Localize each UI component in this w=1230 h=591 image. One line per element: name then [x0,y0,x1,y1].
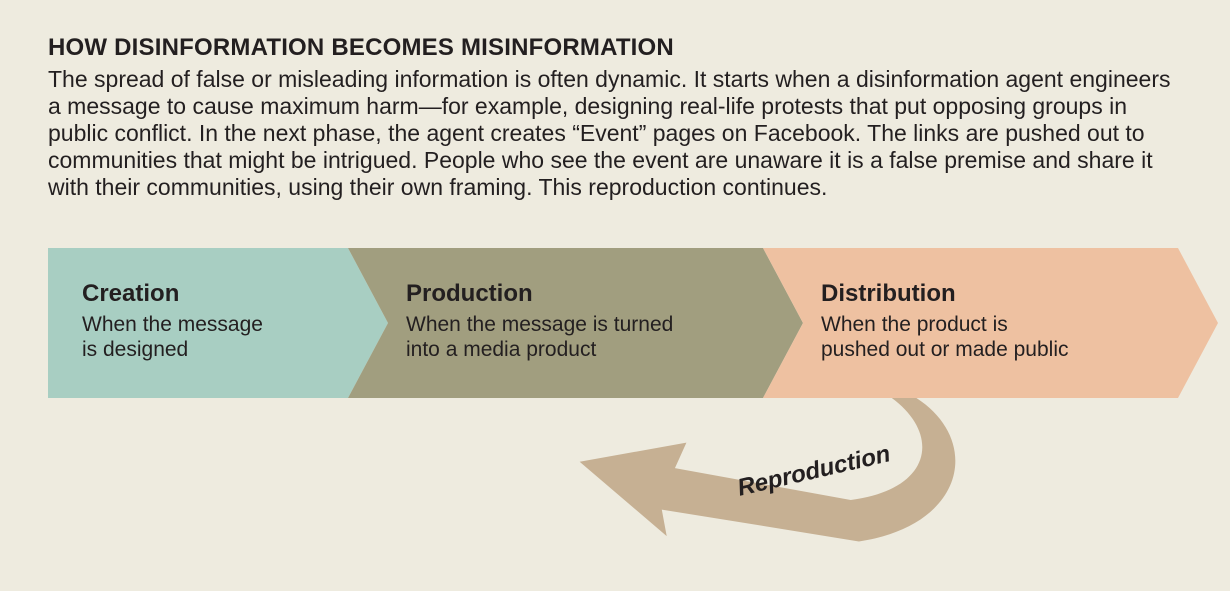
infographic-canvas: HOW DISINFORMATION BECOMES MISINFORMATIO… [0,0,1230,591]
process-flow: Creation When the message is designed Prod… [48,248,1220,398]
stage-desc-creation: When the message is designed [82,312,263,362]
intro-paragraph: The spread of false or misleading inform… [48,66,1188,201]
stage-desc-production: When the message is turned into a media … [406,312,673,362]
main-heading: HOW DISINFORMATION BECOMES MISINFORMATIO… [48,34,674,62]
stage-text-production: Production When the message is turned int… [406,280,673,362]
stage-title-distribution: Distribution [821,280,1069,308]
stage-text-creation: Creation When the message is designed [82,280,263,362]
stage-title-creation: Creation [82,280,263,308]
stage-desc-distribution: When the product is pushed out or made p… [821,312,1069,362]
stage-text-distribution: Distribution When the product is pushed o… [821,280,1069,362]
stage-title-production: Production [406,280,673,308]
